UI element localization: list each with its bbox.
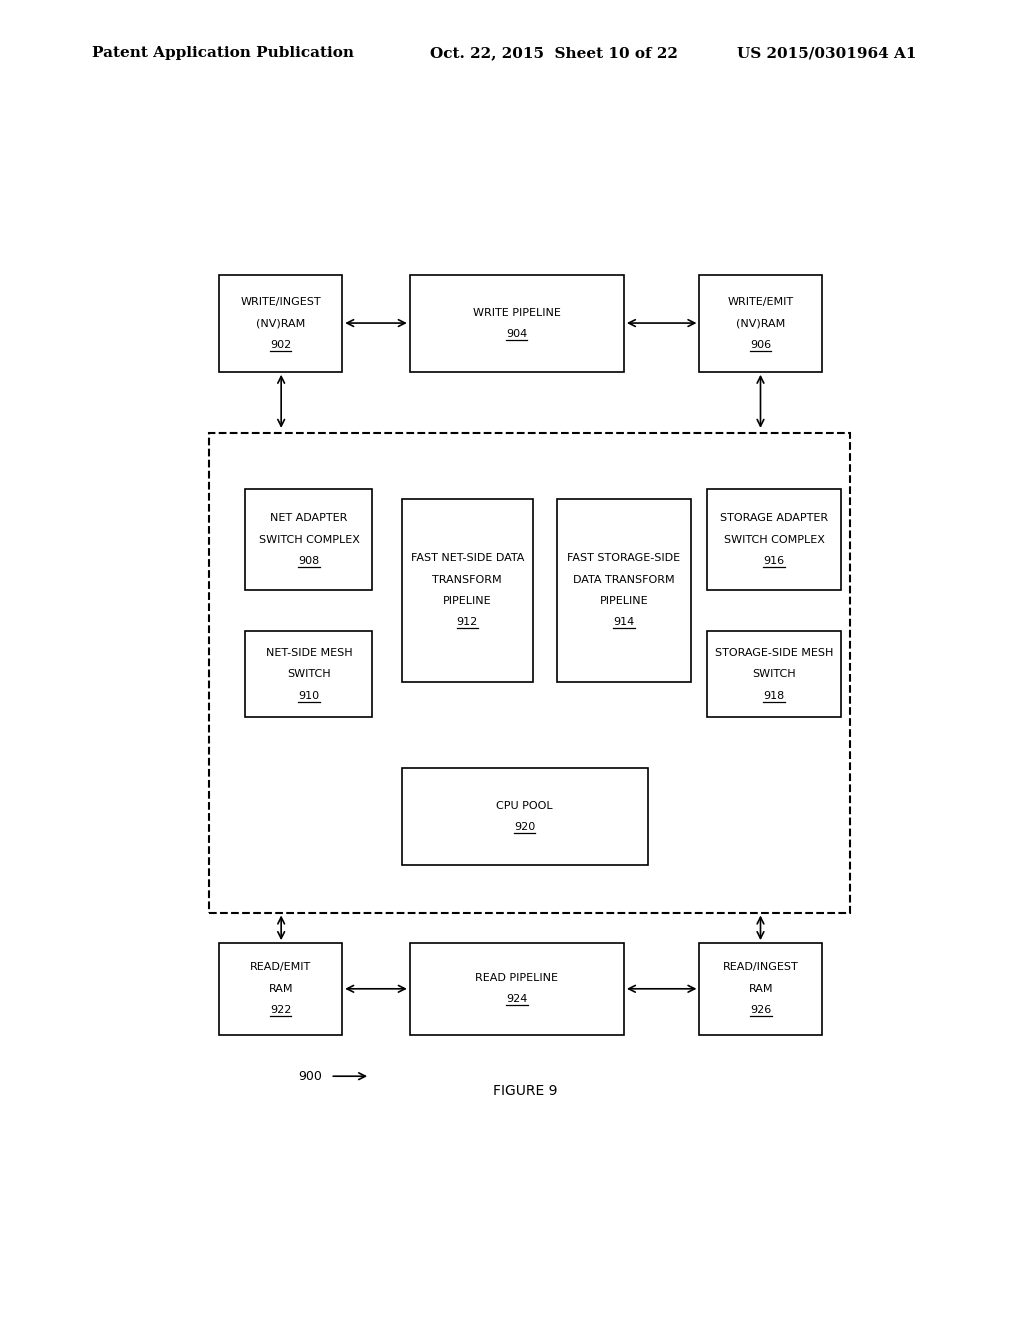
- Text: NET-SIDE MESH: NET-SIDE MESH: [265, 648, 352, 657]
- Text: (NV)RAM: (NV)RAM: [256, 318, 305, 329]
- Text: 904: 904: [506, 329, 527, 339]
- Text: SWITCH: SWITCH: [753, 669, 796, 680]
- Text: FAST NET-SIDE DATA: FAST NET-SIDE DATA: [411, 553, 524, 564]
- Text: READ/INGEST: READ/INGEST: [723, 962, 799, 973]
- Text: READ PIPELINE: READ PIPELINE: [475, 973, 558, 983]
- Text: DATA TRANSFORM: DATA TRANSFORM: [573, 574, 675, 585]
- Bar: [410, 276, 624, 372]
- Text: PIPELINE: PIPELINE: [600, 597, 648, 606]
- Text: TRANSFORM: TRANSFORM: [432, 574, 502, 585]
- Bar: [708, 631, 841, 718]
- Text: RAM: RAM: [749, 983, 773, 994]
- Bar: [699, 276, 822, 372]
- Text: 922: 922: [270, 1005, 292, 1015]
- Text: Patent Application Publication: Patent Application Publication: [92, 46, 354, 61]
- Text: 906: 906: [751, 341, 771, 350]
- Text: PIPELINE: PIPELINE: [443, 597, 492, 606]
- Text: 926: 926: [751, 1005, 771, 1015]
- Text: SWITCH: SWITCH: [287, 669, 331, 680]
- Bar: [401, 768, 648, 865]
- Text: WRITE/INGEST: WRITE/INGEST: [241, 297, 322, 308]
- Text: 916: 916: [764, 556, 784, 566]
- Bar: [708, 488, 841, 590]
- Text: 920: 920: [514, 822, 536, 832]
- Bar: [246, 488, 373, 590]
- Text: WRITE/EMIT: WRITE/EMIT: [728, 297, 794, 308]
- Bar: [209, 433, 850, 912]
- Text: 900: 900: [299, 1069, 323, 1082]
- Bar: [219, 942, 342, 1035]
- Text: 912: 912: [457, 618, 478, 627]
- Text: 908: 908: [298, 556, 319, 566]
- Bar: [246, 631, 373, 718]
- Text: 914: 914: [613, 618, 635, 627]
- Text: SWITCH COMPLEX: SWITCH COMPLEX: [258, 535, 359, 545]
- Text: STORAGE ADAPTER: STORAGE ADAPTER: [720, 513, 828, 523]
- Text: (NV)RAM: (NV)RAM: [736, 318, 785, 329]
- Text: US 2015/0301964 A1: US 2015/0301964 A1: [737, 46, 916, 61]
- Bar: [557, 499, 691, 682]
- Text: 924: 924: [506, 994, 527, 1005]
- Text: WRITE PIPELINE: WRITE PIPELINE: [473, 308, 561, 318]
- Text: 902: 902: [270, 341, 292, 350]
- Text: CPU POOL: CPU POOL: [497, 801, 553, 810]
- Text: NET ADAPTER: NET ADAPTER: [270, 513, 347, 523]
- Text: SWITCH COMPLEX: SWITCH COMPLEX: [724, 535, 824, 545]
- Text: 918: 918: [763, 690, 784, 701]
- Text: READ/EMIT: READ/EMIT: [250, 962, 311, 973]
- Bar: [219, 276, 342, 372]
- Bar: [401, 499, 532, 682]
- Text: RAM: RAM: [268, 983, 293, 994]
- Text: STORAGE-SIDE MESH: STORAGE-SIDE MESH: [715, 648, 834, 657]
- Text: Oct. 22, 2015  Sheet 10 of 22: Oct. 22, 2015 Sheet 10 of 22: [430, 46, 678, 61]
- Text: FIGURE 9: FIGURE 9: [493, 1085, 557, 1098]
- Text: 910: 910: [298, 690, 319, 701]
- Bar: [699, 942, 822, 1035]
- Text: FAST STORAGE-SIDE: FAST STORAGE-SIDE: [567, 553, 681, 564]
- Bar: [410, 942, 624, 1035]
